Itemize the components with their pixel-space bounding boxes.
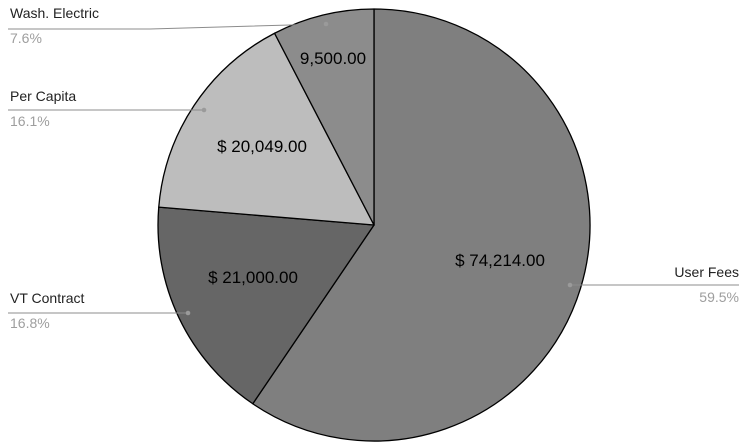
percent-label-wash-electric: 7.6% bbox=[10, 30, 42, 46]
category-label-per-capita: Per Capita bbox=[10, 88, 76, 104]
value-label-user-fees: $ 74,214.00 bbox=[455, 251, 545, 270]
percent-label-user-fees: 59.5% bbox=[699, 289, 739, 305]
leader-dot-user-fees bbox=[567, 282, 573, 288]
value-label-vt-contract: $ 21,000.00 bbox=[208, 268, 298, 287]
pie-slice-per-capita bbox=[158, 32, 375, 226]
value-label-per-capita: $ 20,049.00 bbox=[217, 137, 307, 156]
pie-slice-user-fees bbox=[252, 8, 591, 442]
category-label-wash-electric: Wash. Electric bbox=[10, 5, 99, 21]
leader-dot-vt-contract bbox=[185, 310, 191, 316]
pie-slice-wash-electric bbox=[273, 8, 375, 226]
slice-value-labels: $ 74,214.00 $ 21,000.00 $ 20,049.00 9,500.0… bbox=[208, 49, 545, 287]
leader-dot-per-capita bbox=[201, 107, 207, 113]
pie-slices bbox=[157, 8, 591, 442]
leader-dot-wash-electric bbox=[323, 21, 329, 27]
percent-label-per-capita: 16.1% bbox=[10, 113, 50, 129]
category-label-user-fees: User Fees bbox=[674, 264, 739, 280]
value-label-wash-electric: 9,500.00 bbox=[300, 49, 366, 68]
category-label-vt-contract: VT Contract bbox=[10, 290, 85, 306]
leader-line-wash-electric bbox=[8, 23, 327, 30]
slice-callouts: User Fees 59.5% VT Contract 16.8% Per Capita… bbox=[8, 5, 739, 331]
percent-label-vt-contract: 16.8% bbox=[10, 315, 50, 331]
pie-slice-vt-contract bbox=[157, 206, 375, 405]
